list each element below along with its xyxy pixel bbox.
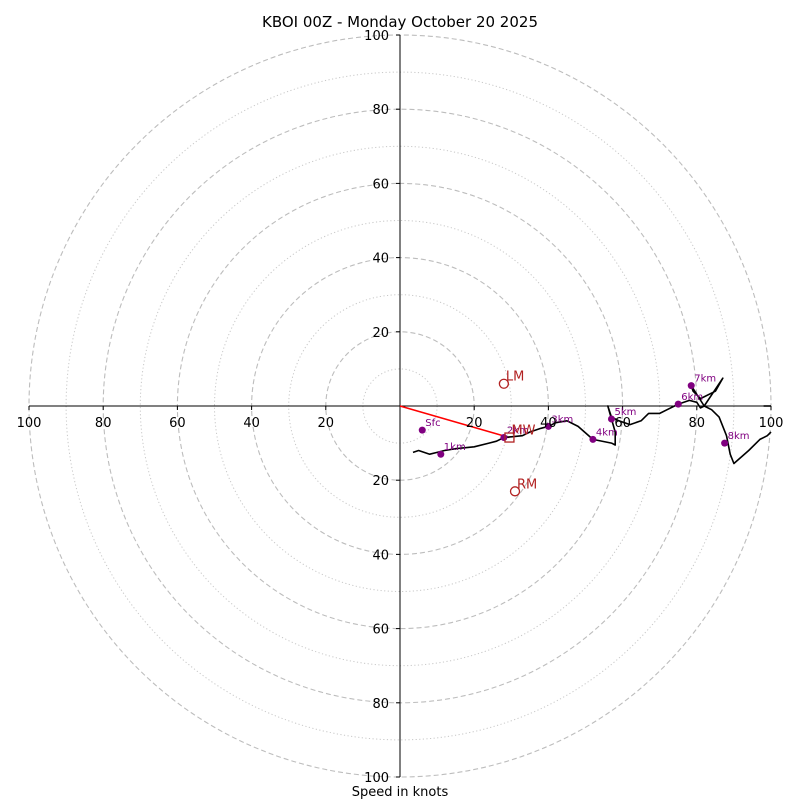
height-label-sfc: Sfc xyxy=(425,418,440,429)
y-tick-label: 100 xyxy=(364,771,389,786)
mean-wind-vector xyxy=(399,405,510,439)
x-tick-label: 60 xyxy=(614,416,631,431)
x-tick-label: 60 xyxy=(169,416,186,431)
tick-labels: 100 80 60 40 20 20 40 60 80 100 100 80 60 40 20 20 40 60 8… xyxy=(17,29,784,786)
height-marker-2km xyxy=(500,434,508,442)
y-tick-label: 20 xyxy=(372,326,389,341)
height-label-7km: 7km xyxy=(694,374,716,385)
storm-motion-label-rm: RM xyxy=(517,477,537,492)
y-tick-label: 60 xyxy=(372,177,389,192)
mean-wind-vector-layer xyxy=(399,405,510,439)
y-tick-label: 100 xyxy=(364,29,389,44)
height-marker-3km xyxy=(544,422,552,430)
storm-motion-label-mw: MW xyxy=(511,424,535,439)
height-marker-6km xyxy=(674,400,682,408)
x-axis-label: Speed in knots xyxy=(352,785,449,800)
y-tick-label: 80 xyxy=(372,103,389,118)
x-tick-label: 20 xyxy=(466,416,483,431)
y-tick-label: 80 xyxy=(372,697,389,712)
height-label-2km: 2km xyxy=(507,426,529,437)
y-tick-label: 40 xyxy=(372,548,389,563)
height-marker-4km xyxy=(589,435,597,443)
x-tick-label: 100 xyxy=(17,416,42,431)
height-label-6km: 6km xyxy=(681,392,703,403)
x-tick-label: 20 xyxy=(318,416,335,431)
height-marker-sfc xyxy=(418,426,426,434)
height-markers: Sfc 1km 2km 3km 4km 5km 6km 7km 8km xyxy=(418,374,750,458)
y-tick-label: 40 xyxy=(372,252,389,267)
height-label-5km: 5km xyxy=(614,407,636,418)
storm-motion-marker-mw xyxy=(504,432,515,443)
x-tick-label: 80 xyxy=(95,416,112,431)
height-label-8km: 8km xyxy=(728,431,750,442)
x-tick-label: 40 xyxy=(540,416,557,431)
y-tick-label: 20 xyxy=(372,474,389,489)
height-marker-1km xyxy=(437,450,445,458)
storm-motion-markers: LM RM MW xyxy=(498,370,537,497)
height-marker-7km xyxy=(687,382,695,390)
height-label-3km: 3km xyxy=(551,414,573,425)
x-tick-label: 40 xyxy=(243,416,260,431)
height-marker-8km xyxy=(721,439,729,447)
chart-title: KBOI 00Z - Monday October 20 2025 xyxy=(262,13,538,31)
storm-motion-label-lm: LM xyxy=(506,370,524,385)
x-tick-label: 100 xyxy=(759,416,784,431)
storm-motion-marker-rm xyxy=(509,486,521,497)
height-label-4km: 4km xyxy=(596,427,618,438)
x-tick-label: 80 xyxy=(689,416,706,431)
height-label-1km: 1km xyxy=(444,442,466,453)
height-marker-5km xyxy=(607,415,615,423)
y-tick-label: 60 xyxy=(372,623,389,638)
storm-motion-marker-lm xyxy=(498,378,510,389)
